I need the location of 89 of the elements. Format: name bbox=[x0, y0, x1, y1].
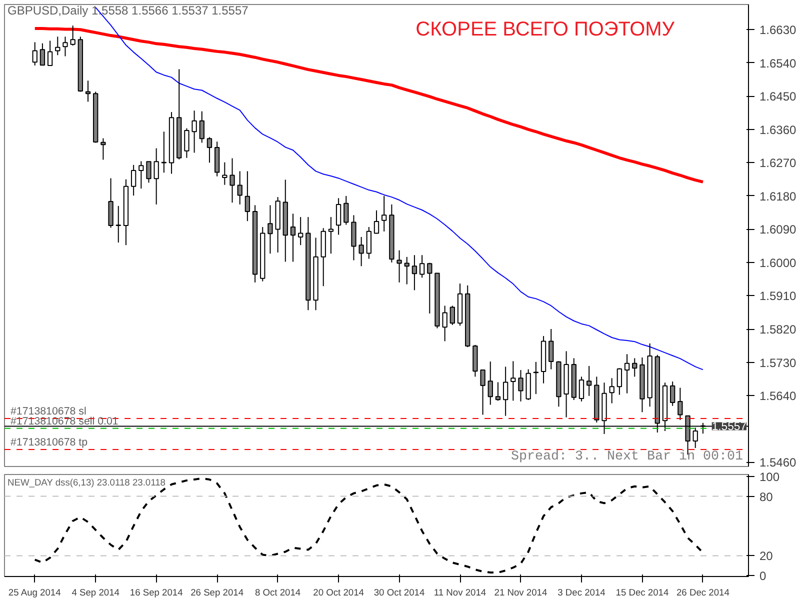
y-tick-label: 80 bbox=[760, 490, 774, 504]
x-tick-label: 16 Sep 2014 bbox=[130, 588, 183, 598]
x-tick-label: 26 Dec 2014 bbox=[676, 588, 730, 598]
ref-line-label: #1713810678 sl bbox=[10, 405, 86, 418]
candlestick bbox=[366, 226, 372, 260]
x-tick-label: 21 Nov 2014 bbox=[494, 588, 548, 598]
candlestick bbox=[237, 170, 242, 205]
candlestick bbox=[609, 378, 614, 404]
candlestick bbox=[298, 216, 304, 246]
candlestick bbox=[586, 365, 592, 396]
y-tick-label: 1.6180 bbox=[760, 189, 797, 204]
candlestick bbox=[632, 358, 638, 378]
candlestick bbox=[268, 204, 273, 254]
y-tick-label: 1.5730 bbox=[760, 356, 797, 370]
x-tick-label: 30 Oct 2014 bbox=[374, 588, 425, 598]
y-tick-label: 1.6360 bbox=[760, 122, 797, 137]
candlestick bbox=[116, 205, 121, 244]
candlestick bbox=[47, 40, 53, 66]
candlestick bbox=[419, 254, 425, 278]
annotation: Spread: 3.. Next Bar in 00:01 bbox=[511, 450, 743, 464]
candlestick bbox=[154, 148, 159, 205]
candlestick bbox=[206, 136, 212, 164]
y-tick-label: 1.5460 bbox=[760, 456, 797, 470]
x-tick-label: 8 Oct 2014 bbox=[254, 588, 301, 598]
candlestick bbox=[40, 42, 46, 66]
candlestick bbox=[518, 370, 524, 402]
y-tick-label: 1.6630 bbox=[760, 23, 797, 38]
candlestick bbox=[412, 254, 418, 291]
candlestick bbox=[70, 25, 76, 46]
candlestick bbox=[450, 305, 456, 326]
candlestick bbox=[146, 161, 152, 184]
y-tick-label: 1.6090 bbox=[760, 222, 797, 237]
x-tick-label: 4 Sep 2014 bbox=[72, 588, 120, 598]
candlestick bbox=[138, 160, 144, 190]
candlestick bbox=[130, 164, 136, 196]
annotation: СКОРЕЕ ВСЕГО ПОЭТОМУ bbox=[416, 18, 675, 40]
y-tick-label: 1.6450 bbox=[760, 90, 797, 104]
candlestick bbox=[488, 361, 493, 406]
candlestick bbox=[396, 250, 402, 283]
candlestick bbox=[244, 170, 250, 222]
candlestick bbox=[32, 42, 38, 66]
candlestick bbox=[62, 36, 68, 57]
candlestick bbox=[510, 360, 516, 402]
x-tick-label: 26 Sep 2014 bbox=[190, 588, 244, 598]
y-tick-label: 1.5820 bbox=[760, 322, 797, 337]
candlestick bbox=[55, 36, 60, 56]
candlestick bbox=[230, 158, 235, 204]
candlestick bbox=[100, 138, 106, 160]
y-tick-label: 20 bbox=[760, 549, 774, 564]
candlestick bbox=[222, 162, 228, 186]
y-tick-label: 0 bbox=[760, 569, 766, 584]
candlestick bbox=[336, 198, 342, 236]
ref-line-label: 1.5557 bbox=[712, 421, 747, 434]
candlestick bbox=[328, 216, 334, 254]
candlestick bbox=[382, 195, 387, 232]
candlestick bbox=[502, 366, 508, 416]
candlestick bbox=[616, 368, 622, 396]
candlestick bbox=[495, 382, 501, 402]
candlestick bbox=[290, 213, 296, 262]
ref-line-label: #1713810678 sell 0.01 bbox=[10, 415, 118, 428]
candlestick bbox=[344, 195, 349, 226]
candlestick bbox=[192, 110, 197, 154]
candlestick bbox=[374, 210, 380, 234]
candlestick bbox=[678, 387, 683, 420]
candlestick bbox=[85, 80, 91, 102]
x-tick-label: 11 Nov 2014 bbox=[434, 588, 486, 598]
y-tick-label: 100 bbox=[760, 470, 780, 484]
x-tick-label: 3 Dec 2014 bbox=[558, 588, 606, 598]
ref-line-label: #1713810678 tp bbox=[10, 436, 88, 448]
x-tick-label: 15 Dec 2014 bbox=[616, 588, 669, 598]
x-tick-label: 20 Oct 2014 bbox=[313, 588, 364, 598]
candlestick bbox=[480, 370, 486, 416]
candlestick bbox=[578, 376, 584, 402]
candlestick bbox=[670, 380, 676, 406]
chart-title: NEW_DAY dss(6,13) 23.0118 23.0118 bbox=[8, 478, 166, 488]
y-tick-label: 1.5640 bbox=[760, 389, 797, 404]
candlestick bbox=[358, 236, 364, 267]
candlestick bbox=[427, 262, 432, 314]
candlestick bbox=[404, 256, 410, 285]
candlestick bbox=[548, 328, 554, 370]
y-tick-label: 1.6000 bbox=[760, 256, 797, 270]
candlestick bbox=[442, 305, 448, 342]
candlestick bbox=[624, 354, 630, 394]
x-tick-label: 25 Aug 2014 bbox=[8, 588, 61, 598]
y-tick-label: 1.6270 bbox=[760, 156, 797, 170]
candlestick bbox=[184, 128, 190, 158]
y-tick-label: 1.5910 bbox=[760, 289, 797, 304]
candlestick bbox=[199, 110, 204, 144]
y-tick-label: 1.6540 bbox=[760, 56, 797, 70]
